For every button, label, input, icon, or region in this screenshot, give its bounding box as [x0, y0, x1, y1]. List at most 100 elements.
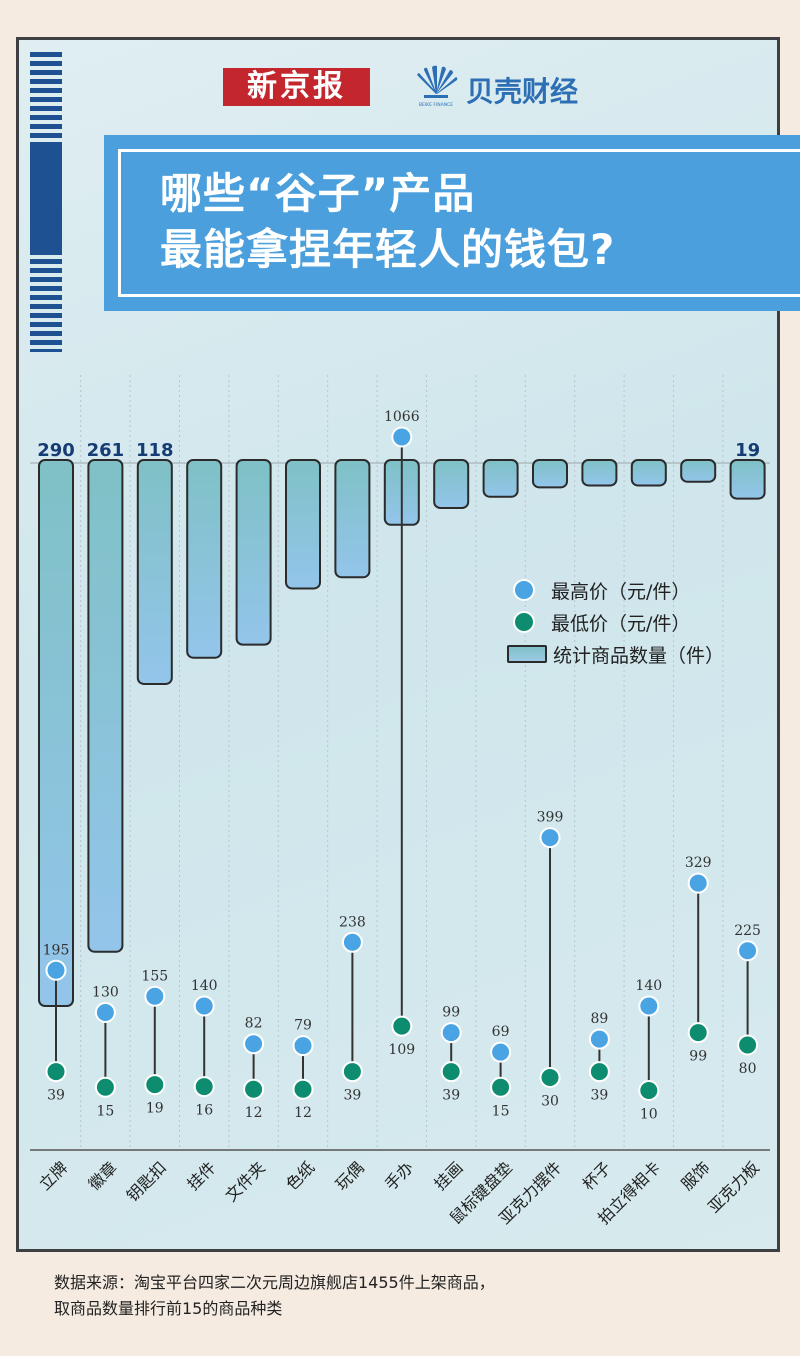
max-price-dot: [45, 959, 67, 981]
min-price-label: 39: [47, 1088, 65, 1104]
count-bar: [729, 459, 766, 500]
min-price-dot: [687, 1022, 709, 1044]
max-price-label: 329: [685, 855, 712, 871]
page-title: 哪些“谷子”产品 最能拿捏年轻人的钱包?: [160, 166, 615, 278]
count-value-label: 118: [136, 440, 174, 461]
min-price-dot: [341, 1061, 363, 1083]
title-line-2: 最能拿捏年轻人的钱包?: [160, 225, 616, 274]
category-label: 色纸: [282, 1158, 318, 1194]
logo-beike-mark: BEIKE FINANCE: [419, 102, 453, 108]
min-price-dot: [45, 1061, 67, 1083]
min-price-dot: [440, 1061, 462, 1083]
count-bar: [630, 459, 667, 487]
max-price-label: 155: [141, 968, 168, 984]
category-label: 亚克力板: [704, 1158, 763, 1217]
shell-icon: [417, 65, 458, 98]
legend-max-label: 最高价（元/件）: [551, 580, 691, 603]
min-price-label: 10: [640, 1107, 658, 1123]
decorative-stripe-block: [30, 142, 62, 252]
max-price-label: 140: [635, 978, 662, 994]
category-label: 挂件: [183, 1158, 219, 1194]
min-price-label: 30: [541, 1094, 559, 1110]
title-line-1: 哪些“谷子”产品: [160, 169, 476, 218]
category-label: 玩偶: [332, 1158, 368, 1194]
min-price-label: 19: [146, 1101, 164, 1117]
legend-count-label: 统计商品数量（件）: [553, 644, 725, 667]
logo-beike-name: 贝壳财经: [466, 75, 579, 108]
max-price-label: 99: [442, 1005, 460, 1021]
min-price-dot: [243, 1078, 265, 1100]
min-price-label: 39: [442, 1088, 460, 1104]
max-price-dot: [341, 931, 363, 953]
max-price-dot: [243, 1033, 265, 1055]
min-price-label: 12: [294, 1105, 312, 1121]
min-price-dot: [94, 1076, 116, 1098]
category-label: 服饰: [677, 1158, 713, 1194]
min-price-label: 109: [388, 1042, 415, 1058]
legend-max-dot: [513, 579, 535, 601]
min-price-label: 39: [590, 1088, 608, 1104]
count-bar: [334, 459, 371, 579]
legend-item-max: 最高价（元/件）: [507, 574, 724, 606]
grid-lines: [30, 375, 770, 1151]
category-label: 钥匙扣: [123, 1158, 170, 1205]
logo-beike-mark-text: BEIKE FINANCE: [419, 102, 453, 108]
min-price-label: 39: [343, 1088, 361, 1104]
min-price-dot: [638, 1080, 660, 1101]
max-price-label: 79: [294, 1018, 312, 1034]
count-bar: [136, 459, 173, 685]
max-price-dot: [687, 872, 709, 894]
title-frame: [118, 149, 800, 297]
max-price-label: 140: [191, 978, 218, 994]
max-price-label: 82: [245, 1016, 263, 1032]
legend-item-min: 最低价（元/件）: [507, 606, 724, 638]
count-bar: [186, 459, 223, 659]
count-value-label: 290: [37, 440, 75, 461]
count-bar: [581, 459, 618, 487]
max-price-label: 195: [43, 942, 70, 958]
legend-count-swatch: [507, 645, 547, 663]
max-price-label: 130: [92, 985, 119, 1001]
count-bar: [38, 459, 74, 1007]
min-price-dot: [193, 1076, 215, 1098]
min-price-label: 80: [739, 1061, 757, 1077]
category-label: 立牌: [35, 1158, 71, 1194]
count-value-label: 19: [735, 440, 760, 461]
decorative-stripes: [30, 52, 62, 352]
max-price-label: 89: [590, 1011, 608, 1027]
price-stems: [55, 437, 749, 1091]
category-label: 徽章: [85, 1158, 121, 1194]
count-bar: [433, 459, 470, 509]
min-price-dot: [391, 1015, 413, 1037]
count-bar: [235, 459, 272, 646]
source-line-1: 数据来源：淘宝平台四家二次元周边旗舰店1455件上架商品，: [54, 1273, 495, 1292]
legend: 最高价（元/件） 最低价（元/件） 统计商品数量（件）: [507, 574, 724, 670]
category-label: 挂画: [430, 1158, 466, 1194]
max-price-label: 399: [537, 810, 564, 826]
title-banner: [104, 135, 800, 311]
max-price-dot: [440, 1022, 462, 1044]
min-price-dot: [292, 1078, 314, 1100]
min-price-dot: [588, 1061, 610, 1083]
category-label: 手办: [381, 1158, 417, 1194]
max-price-label: 69: [492, 1024, 510, 1040]
min-price-label: 15: [492, 1103, 510, 1119]
count-bars: [38, 459, 766, 1007]
min-price-label: 12: [245, 1105, 263, 1121]
count-bar: [680, 459, 717, 483]
max-price-label: 225: [734, 923, 761, 939]
legend-min-label: 最低价（元/件）: [551, 612, 691, 635]
logo-xinjingbao: 新京报: [223, 68, 370, 106]
legend-item-count: 统计商品数量（件）: [507, 638, 724, 670]
min-price-dot: [539, 1067, 561, 1088]
min-price-dot: [490, 1076, 512, 1098]
count-bar: [87, 459, 124, 953]
category-label: 杯子: [579, 1158, 615, 1194]
min-price-dot: [737, 1034, 759, 1056]
max-price-dot: [144, 985, 166, 1007]
count-value-label: 261: [87, 440, 125, 461]
min-price-dot: [144, 1074, 166, 1096]
max-price-dot: [292, 1035, 314, 1057]
max-price-dot: [737, 940, 759, 962]
